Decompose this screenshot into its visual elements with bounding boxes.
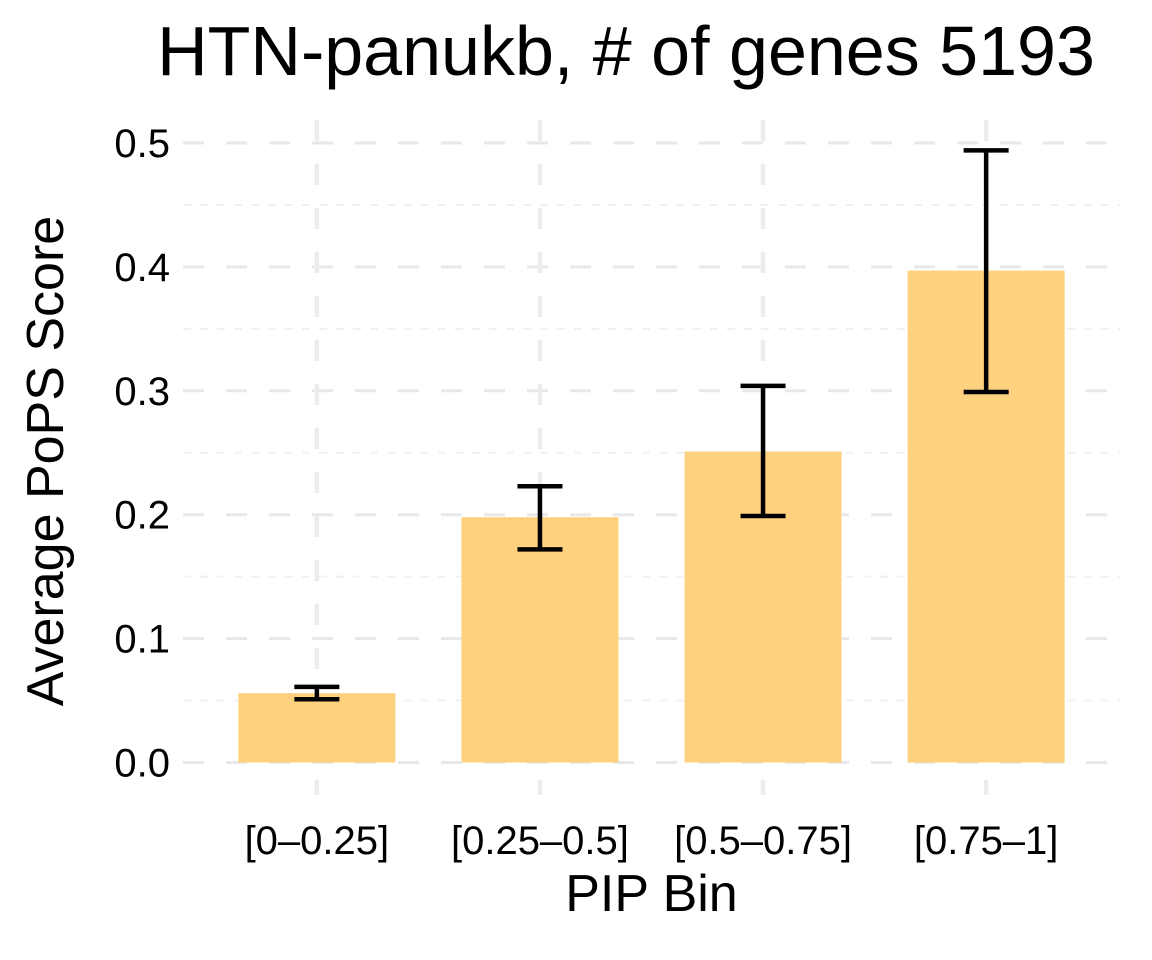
bar xyxy=(461,517,619,763)
y-tick-label: 0.4 xyxy=(114,246,170,290)
x-axis-title: PIP Bin xyxy=(565,865,738,923)
y-tick-label: 0.1 xyxy=(114,618,170,662)
x-tick-label: [0–0.25] xyxy=(245,819,390,863)
chart-title: HTN-panukb, # of genes 5193 xyxy=(157,12,1095,90)
y-tick-label: 0.3 xyxy=(114,370,170,414)
y-tick-label: 0.0 xyxy=(114,742,170,786)
bar xyxy=(238,693,396,763)
x-tick-label: [0.75–1] xyxy=(914,819,1059,863)
x-tick-label: [0.5–0.75] xyxy=(674,819,852,863)
y-tick-label: 0.2 xyxy=(114,494,170,538)
x-tick-label: [0.25–0.5] xyxy=(451,819,629,863)
y-tick-label: 0.5 xyxy=(114,122,170,166)
